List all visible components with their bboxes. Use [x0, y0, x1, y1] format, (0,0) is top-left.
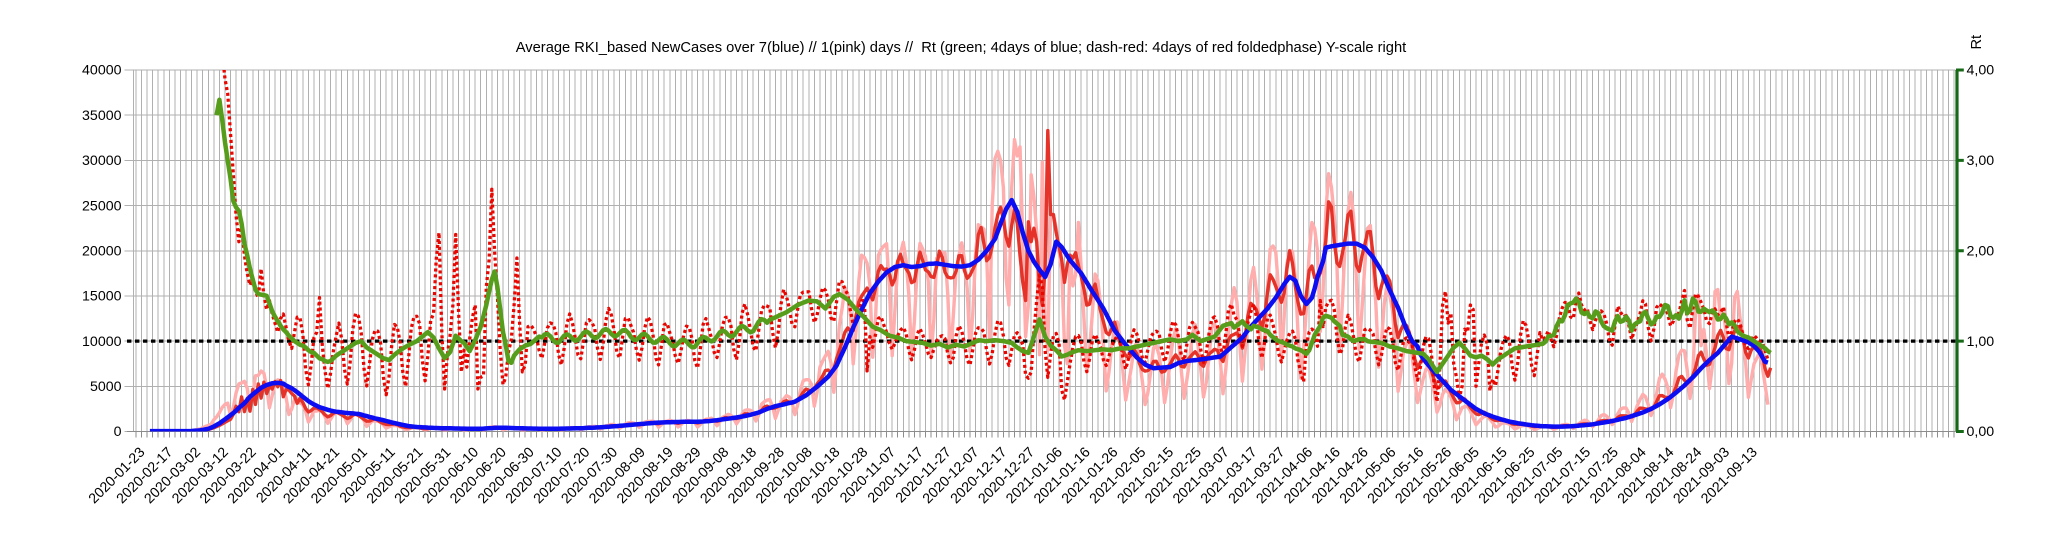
svg-text:15000: 15000 [82, 289, 122, 305]
svg-text:5000: 5000 [90, 379, 122, 395]
svg-text:40000: 40000 [82, 63, 122, 79]
svg-text:Rt: Rt [1969, 35, 1985, 50]
svg-text:4,00: 4,00 [1967, 63, 1995, 79]
svg-text:10000: 10000 [82, 334, 122, 350]
svg-text:0: 0 [114, 424, 122, 440]
svg-text:1,00: 1,00 [1967, 334, 1995, 350]
svg-text:25000: 25000 [82, 198, 122, 214]
svg-text:30000: 30000 [82, 153, 122, 169]
svg-text:35000: 35000 [82, 108, 122, 124]
svg-text:20000: 20000 [82, 243, 122, 259]
svg-text:0,00: 0,00 [1967, 424, 1995, 440]
svg-text:3,00: 3,00 [1967, 153, 1995, 169]
svg-text:Average RKI_based NewCases ove: Average RKI_based NewCases over 7(blue) … [516, 40, 1406, 56]
svg-text:2,00: 2,00 [1967, 243, 1995, 259]
